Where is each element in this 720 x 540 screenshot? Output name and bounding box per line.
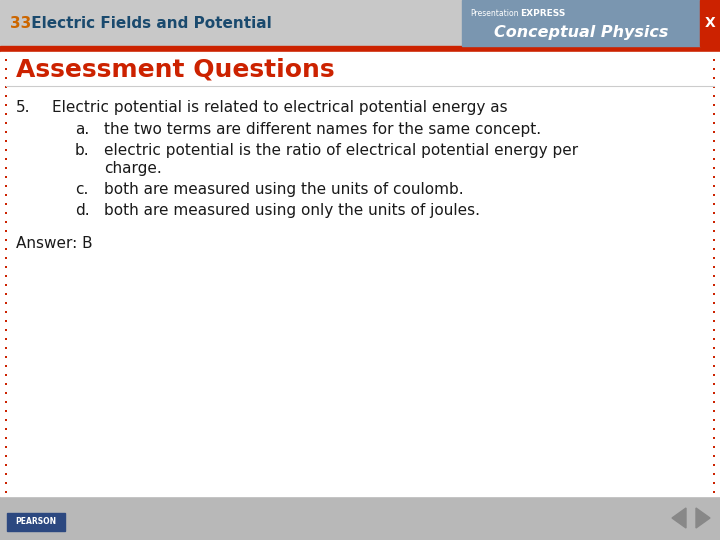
Text: Assessment Questions: Assessment Questions xyxy=(16,58,335,82)
Bar xyxy=(462,0,700,46)
Polygon shape xyxy=(672,508,686,528)
Bar xyxy=(7,513,65,531)
Text: d.: d. xyxy=(75,203,89,218)
Text: b.: b. xyxy=(75,143,89,158)
Bar xyxy=(700,0,720,46)
Text: Presentation: Presentation xyxy=(470,9,518,17)
Text: c.: c. xyxy=(75,182,89,197)
Bar xyxy=(0,496,720,540)
Bar xyxy=(0,46,720,52)
Text: EXPRESS: EXPRESS xyxy=(520,9,565,17)
Text: both are measured using the units of coulomb.: both are measured using the units of cou… xyxy=(104,182,464,197)
Text: 5.: 5. xyxy=(16,100,30,115)
Text: electric potential is the ratio of electrical potential energy per: electric potential is the ratio of elect… xyxy=(104,143,578,158)
Text: 33: 33 xyxy=(10,16,31,30)
Text: Answer: B: Answer: B xyxy=(16,236,93,251)
Bar xyxy=(0,52,720,496)
Bar xyxy=(0,0,720,46)
Text: Electric Fields and Potential: Electric Fields and Potential xyxy=(26,16,271,30)
Polygon shape xyxy=(696,508,710,528)
Text: Conceptual Physics: Conceptual Physics xyxy=(494,24,668,39)
Text: PEARSON: PEARSON xyxy=(15,517,57,526)
Text: both are measured using only the units of joules.: both are measured using only the units o… xyxy=(104,203,480,218)
Text: charge.: charge. xyxy=(104,161,162,176)
Text: Electric potential is related to electrical potential energy as: Electric potential is related to electri… xyxy=(52,100,508,115)
Text: the two terms are different names for the same concept.: the two terms are different names for th… xyxy=(104,122,541,137)
Text: a.: a. xyxy=(75,122,89,137)
Text: X: X xyxy=(705,16,716,30)
